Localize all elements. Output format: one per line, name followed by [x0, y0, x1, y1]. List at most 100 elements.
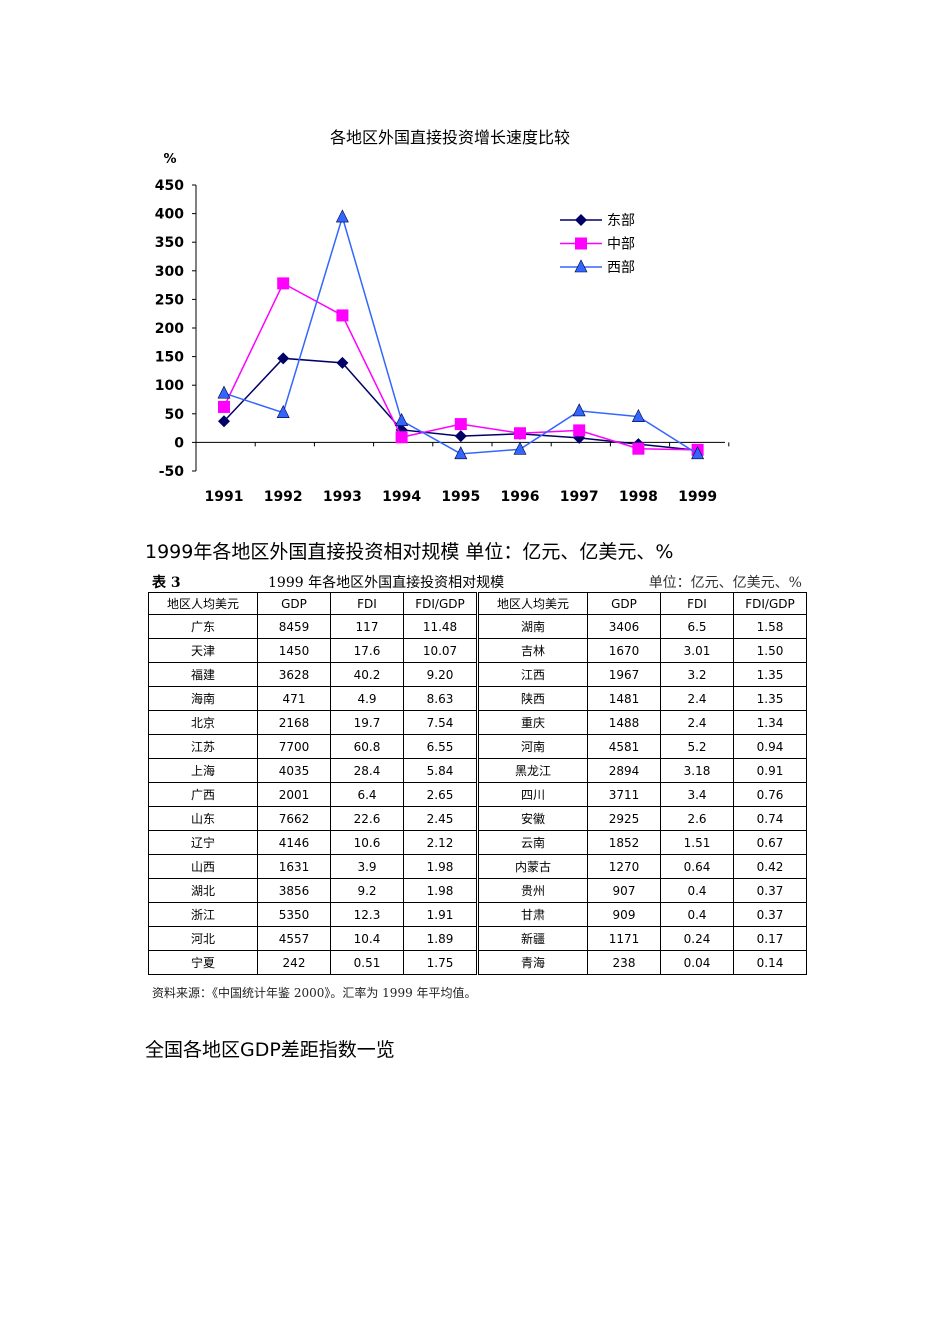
y-tick-label: 400	[155, 207, 184, 223]
table-cell: 0.64	[660, 854, 734, 879]
table-row: 广西 2001 6.4 2.65 四川 3711 3.4 0.76	[148, 782, 807, 807]
table-cell: 1631	[257, 854, 331, 879]
x-tick-label: 1995	[441, 489, 480, 505]
table-row: 湖北 3856 9.2 1.98 贵州 907 0.4 0.37	[148, 878, 807, 903]
table-row: 上海 4035 28.4 5.84 黑龙江 2894 3.18 0.91	[148, 758, 807, 783]
table-cell: 江苏	[148, 734, 258, 759]
x-tick-label: 1999	[678, 489, 717, 505]
table-cell: 8459	[257, 614, 331, 639]
table-cell: 青海	[477, 950, 588, 975]
table-cell: 8.63	[403, 686, 479, 711]
table-cell: 1.75	[403, 950, 479, 975]
table-cell: 12.3	[330, 902, 404, 927]
table-row: 海南 471 4.9 8.63 陕西 1481 2.4 1.35	[148, 686, 807, 711]
table-cell: 江西	[477, 662, 588, 687]
table-cell: 广西	[148, 782, 258, 807]
table-cell: 湖南	[477, 614, 588, 639]
table-cell: 19.7	[330, 710, 404, 735]
table-cell: 7662	[257, 806, 331, 831]
x-tick-label: 1997	[560, 489, 599, 505]
data-point-triangle	[691, 446, 705, 460]
table-caption-title: 1999 年各地区外国直接投资相对规模	[268, 575, 505, 591]
table-cell: 3.2	[660, 662, 734, 687]
data-point-diamond	[336, 356, 349, 369]
table-cell: 1.98	[403, 854, 479, 879]
table-cell: 7700	[257, 734, 331, 759]
table-cell: 0.17	[733, 926, 807, 951]
table-cell: 1450	[257, 638, 331, 663]
data-point-triangle	[513, 441, 527, 455]
legend-marker-diamond	[575, 214, 587, 226]
table-cell: 0.51	[330, 950, 404, 975]
table-cell: 3.4	[660, 782, 734, 807]
table-cell: 2.12	[403, 830, 479, 855]
table-cell: 3628	[257, 662, 331, 687]
data-point-triangle	[217, 385, 231, 399]
data-point-triangle	[572, 403, 586, 417]
table-row: 广东 8459 117 11.48 湖南 3406 6.5 1.58	[148, 614, 807, 639]
table-cell: 0.91	[733, 758, 807, 783]
table-caption-label: 表 3	[152, 575, 181, 591]
table-cell: 1.50	[733, 638, 807, 663]
table-cell: 28.4	[330, 758, 404, 783]
table-cell: 湖北	[148, 878, 258, 903]
table-cell: 5.2	[660, 734, 734, 759]
x-tick-label: 1992	[264, 489, 303, 505]
y-tick-label: 300	[155, 264, 184, 280]
table-cell: 4.9	[330, 686, 404, 711]
table-cell: 3406	[587, 614, 661, 639]
table-row: 山西 1631 3.9 1.98 内蒙古 1270 0.64 0.42	[148, 854, 807, 879]
table-cell: 2894	[587, 758, 661, 783]
table-cell: 6.55	[403, 734, 479, 759]
table-cell: 0.4	[660, 878, 734, 903]
table-cell: 9.2	[330, 878, 404, 903]
table-cell: 四川	[477, 782, 588, 807]
table-cell: 安徽	[477, 806, 588, 831]
y-tick-label: 450	[155, 178, 184, 194]
table-cell: 云南	[477, 830, 588, 855]
table-cell: 甘肃	[477, 902, 588, 927]
table-cell: 60.8	[330, 734, 404, 759]
table-cell: 1.51	[660, 830, 734, 855]
y-tick-label: 200	[155, 321, 184, 337]
table-cell: 3.01	[660, 638, 734, 663]
table-cell: 0.4	[660, 902, 734, 927]
table-cell: 1.89	[403, 926, 479, 951]
table-cell: 2.45	[403, 806, 479, 831]
fdi-growth-chart: 各地区外国直接投资增长速度比较% 450 400 350 300 250 200 150 100…	[155, 128, 730, 505]
data-point-square	[277, 277, 290, 290]
data-point-diamond	[454, 430, 467, 443]
table-cell: 4581	[587, 734, 661, 759]
table-cell: 1488	[587, 710, 661, 735]
section-heading-gdp-gap: 全国各地区GDP差距指数一览	[145, 1039, 395, 1061]
table-cell: 1852	[587, 830, 661, 855]
table-row: 山东 7662 22.6 2.45 安徽 2925 2.6 0.74	[148, 806, 807, 831]
table-cell: 0.76	[733, 782, 807, 807]
table-cell: 0.37	[733, 902, 807, 927]
data-point-diamond	[218, 415, 230, 428]
table-cell: 河北	[148, 926, 258, 951]
x-tick-label: 1991	[205, 489, 244, 505]
table-caption: 表 3 1999 年各地区外国直接投资相对规模 单位：亿元、亿美元、%	[150, 572, 802, 592]
table-cell: 福建	[148, 662, 258, 687]
legend-marker-triangle	[574, 259, 588, 273]
table-cell: 1670	[587, 638, 661, 663]
data-point-triangle	[395, 412, 409, 426]
table-cell: 1967	[587, 662, 661, 687]
table-cell: 0.74	[733, 806, 807, 831]
table-cell: 1.98	[403, 878, 479, 903]
fdi-relative-scale-table: 地区人均美元 GDP FDI FDI/GDP 地区人均美元 GDP FDI FD…	[148, 592, 807, 975]
table-header-row: 地区人均美元 GDP FDI FDI/GDP 地区人均美元 GDP FDI FD…	[148, 592, 807, 615]
table-cell: 3.18	[660, 758, 734, 783]
table-cell: 宁夏	[148, 950, 258, 975]
table-cell: 1171	[587, 926, 661, 951]
table-cell: 2.4	[660, 686, 734, 711]
data-point-square	[514, 427, 526, 440]
legend-marker-square	[575, 237, 587, 250]
table-row: 宁夏 242 0.51 1.75 青海 238 0.04 0.14	[148, 950, 807, 975]
x-tick-label: 1998	[619, 489, 658, 505]
table-cell: 4035	[257, 758, 331, 783]
table-cell: 909	[587, 902, 661, 927]
data-point-square	[218, 400, 230, 413]
table-cell: 黑龙江	[477, 758, 588, 783]
